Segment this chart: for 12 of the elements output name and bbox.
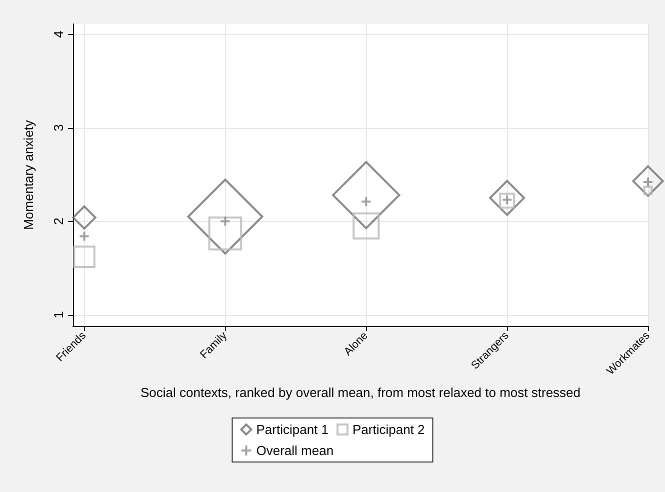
y-tick-label: 1 [51, 311, 66, 318]
point [78, 230, 90, 242]
x-axis-title: Social contexts, ranked by overall mean, from most relaxed to most stressed [140, 385, 581, 400]
legend-label: Overall mean [256, 443, 334, 458]
legend-label: Participant 2 [352, 422, 425, 437]
y-tick-label: 4 [51, 30, 66, 38]
legend-label: Participant 1 [256, 422, 329, 437]
point [360, 196, 372, 208]
y-tick-label: 3 [51, 124, 66, 132]
y-axis-title: Momentary anxiety [21, 120, 36, 230]
y-tick-label: 2 [51, 218, 66, 225]
point [220, 216, 231, 227]
